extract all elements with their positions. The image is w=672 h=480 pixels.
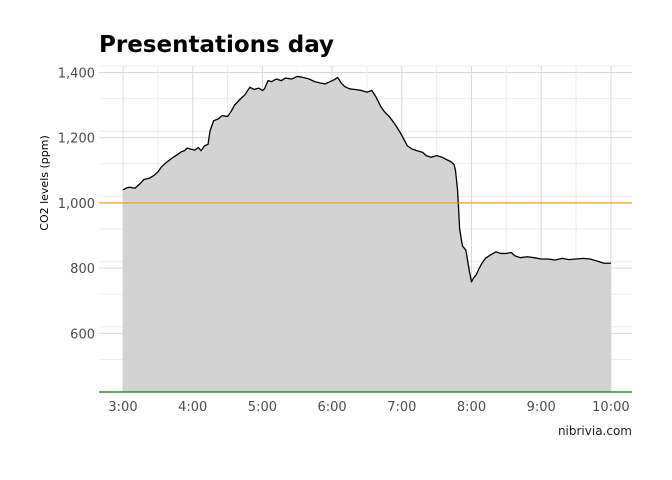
x-tick-label: 3:00 — [108, 400, 137, 415]
x-tick-label: 10:00 — [592, 400, 629, 415]
y-axis-label: CO2 levels (ppm) — [38, 135, 51, 230]
y-tick-label: 1,400 — [58, 67, 95, 82]
x-tick-label: 7:00 — [387, 400, 416, 415]
co2-line — [122, 75, 611, 283]
y-tick-label: 800 — [70, 262, 95, 277]
x-tick-label: 9:00 — [527, 400, 556, 415]
co2-area — [123, 76, 611, 392]
source-credit: nibrivia.com — [557, 424, 632, 438]
y-tick-label: 1,200 — [58, 132, 95, 147]
x-tick-label: 6:00 — [317, 400, 346, 415]
y-tick-label: 600 — [70, 327, 95, 342]
y-tick-label: 1,000 — [58, 197, 95, 212]
chart-title: Presentations day — [99, 32, 334, 58]
x-tick-label: 8:00 — [457, 400, 486, 415]
x-tick-label: 4:00 — [178, 400, 207, 415]
x-tick-label: 5:00 — [248, 400, 277, 415]
